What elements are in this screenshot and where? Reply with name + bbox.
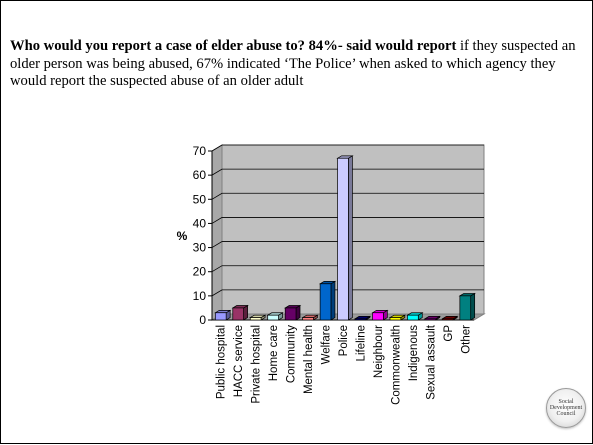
x-tick-label: Private hospital [251,325,263,404]
bar-side [470,292,476,321]
bar [354,318,367,321]
bar [214,312,227,321]
gridline [211,168,484,176]
bar [232,307,244,321]
social-development-council-logo: Social Development Council [546,388,586,428]
bar [249,317,262,321]
bar [284,307,297,321]
y-axis-label: % [177,229,188,243]
x-tick-label: Welfare [321,325,333,364]
y-tick-label: 20 [193,265,207,279]
y-tick-label: 60 [193,168,207,182]
bar [424,318,437,321]
gridline [211,217,484,224]
x-tick-label: HACC service [233,325,245,397]
x-tick-label: Community [286,325,298,383]
bar-side [348,155,353,321]
x-tick-label: Mental health [303,325,315,394]
y-tick-label: 40 [193,216,207,230]
x-tick-label: Commonwealth [390,325,402,405]
chart-side-wall [211,144,223,321]
y-tick-label: 50 [193,192,207,206]
gridline [211,192,484,200]
gridline [211,144,484,152]
y-tick-label: 10 [193,289,207,303]
logo-line-1: Social [558,399,574,405]
y-tick-label: 30 [193,241,207,255]
x-tick-label: Other [460,325,472,354]
x-tick-label: Home care [268,325,280,381]
bar [267,314,279,321]
x-tick-label: Neighbour [373,325,385,378]
x-tick-label: Public hospital [216,325,228,399]
x-tick-label: Sexual assault [425,324,437,400]
gridline [211,265,484,273]
bar [442,318,454,321]
logo-line-2: Development [549,405,583,411]
slide-caption: Who would you report a case of elder abu… [10,38,586,91]
chart-back-wall [221,144,485,315]
caption-bold-text: Who would you report a case of elder abu… [10,38,457,54]
x-tick-label: Indigenous [408,325,420,382]
bar-side [330,280,336,321]
bar [407,314,419,321]
x-tick-label: Police [338,325,350,356]
bar [372,312,384,321]
x-tick-label: Lifeline [356,325,368,361]
y-tick-label: 0 [199,313,206,327]
bar [459,295,472,321]
y-tick-label: 70 [193,144,207,158]
bar [389,317,402,321]
bar [302,317,314,321]
logo-line-3: Council [556,411,576,417]
bar [337,157,349,321]
gridline [211,241,484,248]
gridline [211,289,484,297]
bar [319,283,332,321]
x-tick-label: GP [443,325,455,342]
caption-body-text: if they suspected an older person was be… [10,38,576,89]
